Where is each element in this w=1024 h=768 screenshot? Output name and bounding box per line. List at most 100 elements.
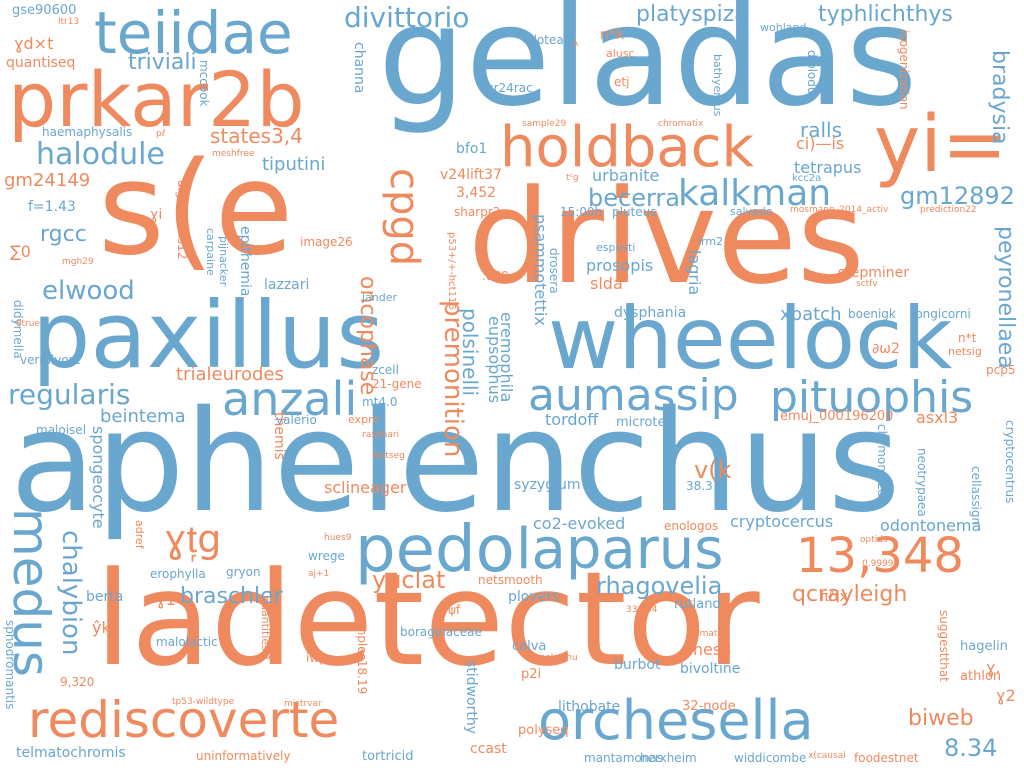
cloud-word: ∑0: [10, 242, 31, 261]
cloud-word: becerra: [588, 184, 680, 212]
cloud-word: foodestnet: [854, 751, 919, 765]
cloud-word: alusc: [606, 47, 635, 60]
cloud-word: chymomyza: [875, 424, 889, 497]
cloud-word: hagelin: [960, 639, 1008, 654]
cloud-word: aphelenchus: [10, 381, 901, 544]
cloud-word: tp53-wildtype: [172, 697, 235, 707]
cloud-word: drives: [468, 161, 865, 313]
cloud-word: mosmann_2014_activ: [790, 205, 889, 215]
cloud-word: erophylla: [150, 567, 206, 581]
cloud-word: 21-gene: [372, 377, 422, 391]
cloud-word: rasbhari: [362, 430, 400, 440]
cloud-word: netsmooth: [478, 573, 543, 587]
cloud-word: typhlichthys: [818, 2, 953, 27]
cloud-word: meshfree: [212, 149, 255, 159]
cloud-word: 32-node: [682, 699, 736, 714]
cloud-word: n*k: [600, 27, 624, 43]
cloud-word: prosopis: [586, 256, 654, 275]
cloud-word: ccast: [470, 741, 507, 757]
cloud-word: sclineager: [324, 478, 407, 497]
cloud-word: v(k: [694, 456, 732, 484]
cloud-word: herxheim: [640, 751, 697, 765]
cloud-word: ci)—is: [796, 134, 845, 153]
cloud-word: tetrapus: [794, 158, 862, 177]
cloud-word: x(causal: [808, 751, 846, 761]
cloud-word: kalkman: [678, 173, 832, 214]
cloud-word: isogenization: [897, 30, 911, 110]
cloud-word: stidworthy: [463, 660, 479, 734]
cloud-word: gryon: [226, 565, 261, 579]
cloud-word: πℓ(x: [820, 589, 848, 605]
cloud-word: mistrvar: [284, 699, 322, 709]
cloud-word: f=1.43: [28, 199, 76, 215]
cloud-word: triviali: [128, 50, 197, 75]
cloud-word: premonition: [438, 300, 468, 458]
cloud-word: 3,452: [456, 185, 497, 201]
cloud-word: stepminer: [838, 265, 910, 281]
cloud-word: scmatch: [690, 629, 729, 639]
cloud-word: xbatch: [780, 304, 842, 325]
cloud-word: cpgd: [381, 168, 427, 267]
cloud-word: laparus: [516, 517, 724, 582]
cloud-word: themis: [271, 412, 287, 460]
cloud-word: diplodus: [805, 50, 819, 101]
cloud-word: jander: [362, 291, 398, 304]
cloud-word: slda: [590, 274, 623, 293]
cloud-word: cryptocentrus: [1003, 420, 1017, 504]
cloud-word: spongeocyte: [89, 426, 108, 529]
cloud-word: salvado: [730, 205, 773, 218]
cloud-word: bivoltine: [680, 661, 741, 677]
cloud-word: quantiseq: [6, 55, 76, 71]
cloud-word: epithemia: [237, 226, 253, 297]
cloud-word: qcrayleigh: [792, 582, 908, 607]
cloud-word: longicorni: [912, 307, 971, 321]
cloud-word: aumassip: [528, 370, 739, 421]
cloud-word: .889: [482, 269, 509, 283]
cloud-word: ψf: [448, 603, 461, 617]
cloud-word: channa: [351, 42, 367, 94]
cloud-word: prkar2b: [8, 55, 305, 144]
cloud-word: haemaphysalis: [42, 125, 133, 139]
cloud-word: regularis: [8, 378, 131, 411]
cloud-word: boraginaceae: [400, 625, 482, 639]
cloud-word: v24lift37: [440, 167, 502, 183]
cloud-word: θtrue: [16, 319, 40, 329]
cloud-word: image26: [300, 235, 353, 249]
cloud-word: widdicombe: [734, 751, 807, 765]
cloud-word: boenigk: [848, 307, 896, 321]
cloud-word: valério: [276, 413, 317, 427]
cloud-word: peakachu: [534, 653, 578, 663]
cloud-word: ɣi: [150, 207, 163, 223]
cloud-word: 13,348: [796, 528, 964, 584]
cloud-word: malolactic: [156, 635, 218, 649]
cloud-word: polsinelli: [458, 308, 482, 397]
cloud-word: samples18.19: [355, 610, 369, 695]
cloud-word: trialeurodes: [176, 364, 284, 385]
cloud-word: burbot: [614, 657, 661, 673]
cloud-word: uninformatively: [196, 749, 291, 763]
cloud-word: esposti: [596, 241, 636, 254]
cloud-word: eremophila: [497, 312, 516, 403]
cloud-word: ltr13: [58, 17, 80, 27]
cloud-word: 33,454: [626, 605, 658, 615]
cloud-word: eupsophus: [485, 316, 504, 404]
cloud-word: polyseq: [518, 723, 569, 738]
cloud-word: pedo: [355, 513, 515, 587]
cloud-word: chalybion: [56, 530, 86, 656]
cloud-word: pluteus: [612, 205, 657, 219]
cloud-word: rediscoverte: [28, 691, 340, 749]
cloud-word: sphodromantis: [3, 620, 17, 710]
cloud-word: gr24rac: [486, 81, 533, 95]
cloud-word: telmatochromis: [16, 745, 126, 761]
cloud-word: gm24149: [4, 170, 91, 191]
cloud-word: beintema: [100, 406, 186, 427]
cloud-word: yuclat: [372, 566, 446, 594]
cloud-word: wheelock: [548, 289, 953, 389]
cloud-word: rhagovelia: [596, 572, 723, 600]
cloud-word: mantamonas: [584, 751, 663, 765]
cloud-word: wrege: [308, 549, 345, 563]
cloud-word: syzygium: [514, 477, 581, 493]
cloud-word: halodule: [36, 137, 165, 172]
cloud-word: rutland: [674, 597, 721, 612]
